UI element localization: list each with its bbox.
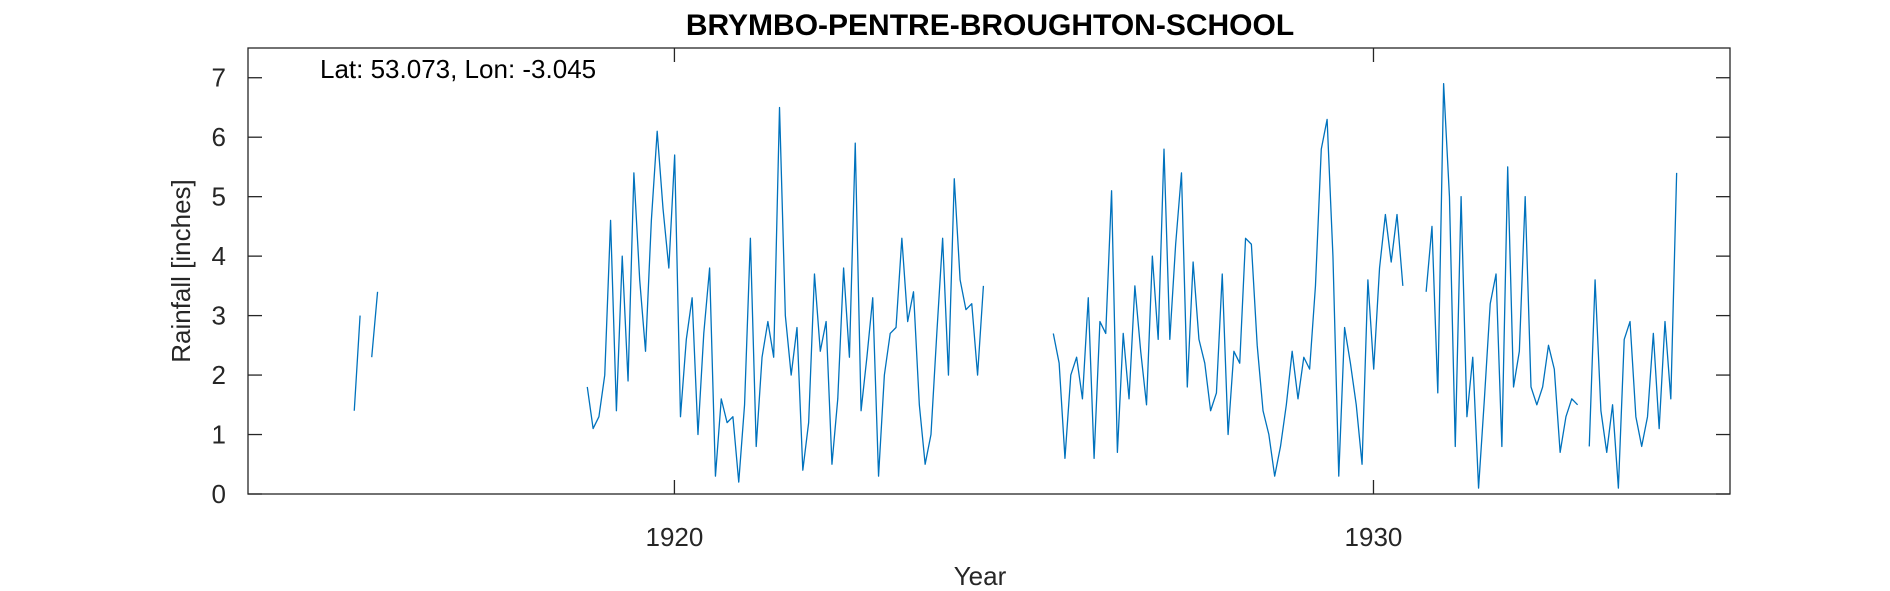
x-axis-label: Year — [954, 561, 1007, 591]
y-tick-label: 7 — [212, 63, 226, 93]
x-tick-label: 1930 — [1345, 522, 1403, 552]
y-tick-label: 5 — [212, 182, 226, 212]
plot-area-frame — [247, 47, 1731, 495]
x-tick-label: 1920 — [646, 522, 704, 552]
y-tick-label: 0 — [212, 479, 226, 509]
chart-title: BRYMBO-PENTRE-BROUGHTON-SCHOOL — [686, 9, 1294, 42]
location-annotation: Lat: 53.073, Lon: -3.045 — [320, 54, 596, 84]
y-axis-ticks: 0 1 2 3 4 5 6 7 — [212, 63, 1730, 509]
y-tick-label: 4 — [212, 241, 226, 271]
rainfall-series — [353, 83, 1678, 489]
y-tick-label: 3 — [212, 301, 226, 331]
x-axis-ticks: 1920 1930 — [646, 48, 1403, 552]
y-tick-label: 2 — [212, 360, 226, 390]
y-axis-label: Rainfall [inches] — [166, 179, 196, 363]
rainfall-line — [353, 83, 1678, 489]
y-tick-label: 1 — [212, 420, 226, 450]
y-tick-label: 6 — [212, 122, 226, 152]
